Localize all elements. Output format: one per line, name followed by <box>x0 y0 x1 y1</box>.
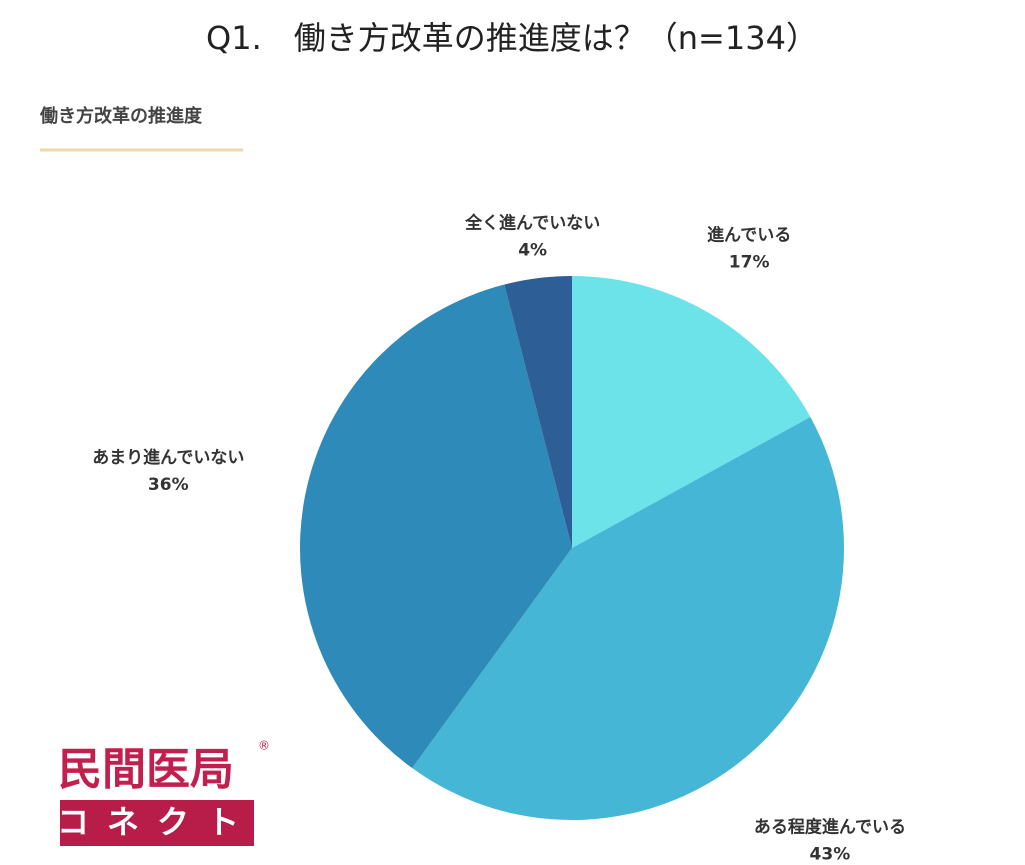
slice-value-label: 17% <box>729 252 770 272</box>
pie-slice <box>412 416 844 820</box>
pie-slice <box>300 284 572 769</box>
slice-value-label: 4% <box>518 240 547 260</box>
slice-label: 全く進んでいない <box>464 212 600 233</box>
slice-label: ある程度進んでいる <box>754 817 906 838</box>
pie-slice <box>504 276 572 548</box>
logo-mark: ® <box>258 739 270 753</box>
pie-slice <box>572 276 811 548</box>
slice-label: 進んでいる <box>707 225 791 245</box>
chart-title: Q1. 働き方改革の推進度は？（n=134） <box>206 19 818 57</box>
logo-name: 民間医局 <box>58 744 234 795</box>
logo-sub: コネクト <box>57 803 257 841</box>
chart-subtitle: 働き方改革の推進度 <box>39 105 203 127</box>
slice-value-label: 36% <box>148 475 189 495</box>
slice-value-label: 43% <box>810 845 851 865</box>
logo-box <box>60 800 254 846</box>
logo: 民間医局 ® コネクト <box>57 739 270 846</box>
slice-label: あまり進んでいない <box>92 448 244 468</box>
